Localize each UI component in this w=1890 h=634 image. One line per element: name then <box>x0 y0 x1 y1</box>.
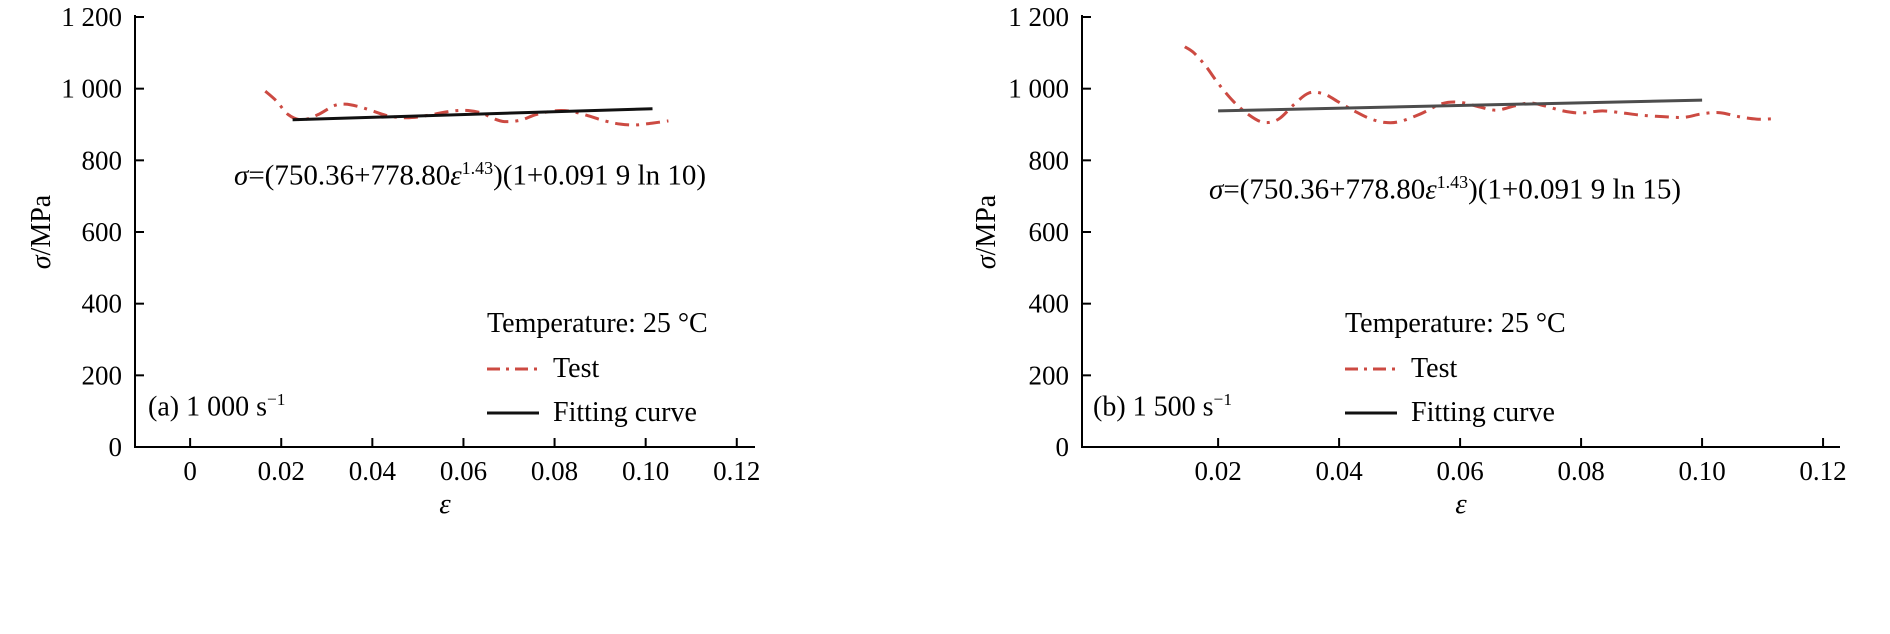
y-tick-label: 600 <box>1029 217 1070 247</box>
equation-tail: )(1+0.091 9 ln 15) <box>1468 173 1681 206</box>
legend-temperature: Temperature: 25 °C <box>487 308 708 339</box>
chart-b-plot: 0 200 400 600 800 1 000 1 200 0.02 0.04 0.06 0.08 0… <box>1008 2 1846 486</box>
equation-body: =(750.36+778.80 <box>248 159 451 192</box>
test-line-sample-icon <box>487 365 539 373</box>
panel-label-text: (b) 1 500 s <box>1093 391 1214 423</box>
legend-b: Temperature: 25 °C Test Fitting curve <box>1345 308 1566 440</box>
legend-label-test: Test <box>553 353 600 384</box>
sigma-symbol: σ <box>971 255 1002 270</box>
x-tick-label: 0.10 <box>1678 456 1725 486</box>
x-tick-label: 0 <box>183 456 197 486</box>
fitting-line-sample-icon <box>1345 409 1397 417</box>
y-axis-unit: /MPa <box>26 194 57 256</box>
fit-equation: σ=(750.36+778.80ε1.43)(1+0.091 9 ln 15) <box>1209 172 1681 207</box>
equation-exponent: 1.43 <box>461 158 494 178</box>
legend-row-fitting: Fitting curve <box>487 396 708 430</box>
x-tick-label: 0.08 <box>531 456 578 486</box>
panel-label-b: (b) 1 500 s−1 <box>1093 390 1232 423</box>
y-tick-label: 200 <box>1029 360 1070 390</box>
legend-row-fitting: Fitting curve <box>1345 396 1566 430</box>
y-tick-label: 800 <box>1029 145 1070 175</box>
y-tick-label: 800 <box>82 145 123 175</box>
series-fitting-curve <box>292 107 653 122</box>
equation-sigma: σ <box>234 159 249 192</box>
panel-label-text: (a) 1 000 s <box>148 391 267 423</box>
y-tick-label: 1 200 <box>61 2 122 32</box>
fitting-line-sample-icon <box>487 409 539 417</box>
legend-row-test: Test <box>1345 352 1566 386</box>
y-tick-label: 1 000 <box>1008 74 1069 104</box>
x-axis-label: ε <box>1455 488 1467 520</box>
y-tick-label: 1 200 <box>1008 2 1069 32</box>
legend-temperature: Temperature: 25 °C <box>1345 308 1566 339</box>
equation-epsilon: ε <box>1425 173 1437 206</box>
legend-row-test: Test <box>487 352 708 386</box>
x-tick-label: 0.10 <box>622 456 669 486</box>
y-axis-label: σ/MPa <box>26 195 58 270</box>
series-test <box>264 90 669 127</box>
legend-a: Temperature: 25 °C Test Fitting curve <box>487 308 708 440</box>
series-test <box>1183 45 1772 125</box>
x-axis-label: ε <box>439 488 451 520</box>
x-tick-label: 0.12 <box>713 456 760 486</box>
x-tick-label: 0.04 <box>1315 456 1363 486</box>
x-tick-label: 0.12 <box>1799 456 1846 486</box>
x-tick-label: 0.02 <box>258 456 305 486</box>
legend-label-test: Test <box>1411 353 1458 384</box>
panel-label-a: (a) 1 000 s−1 <box>148 390 285 423</box>
x-tick-label: 0.04 <box>349 456 397 486</box>
fit-equation: σ=(750.36+778.80ε1.43)(1+0.091 9 ln 10) <box>234 158 706 193</box>
chart-panel-a: 0 200 400 600 800 1 000 1 200 0 0.02 0.04 0.06 0.08… <box>26 2 760 520</box>
series-fitting-curve <box>1218 98 1703 113</box>
y-tick-label: 1 000 <box>61 74 122 104</box>
equation-epsilon: ε <box>450 159 462 192</box>
y-axis-label: σ/MPa <box>971 195 1003 270</box>
y-tick-label: 400 <box>1029 289 1070 319</box>
panel-label-exponent: −1 <box>1213 390 1233 409</box>
y-tick-label: 0 <box>109 432 123 462</box>
equation-tail: )(1+0.091 9 ln 10) <box>493 159 706 192</box>
equation-sigma: σ <box>1209 173 1224 206</box>
panel-label-exponent: −1 <box>266 390 286 409</box>
x-tick-label: 0.06 <box>440 456 487 486</box>
equation-exponent: 1.43 <box>1436 172 1469 192</box>
test-line-sample-icon <box>1345 365 1397 373</box>
x-tick-label: 0.06 <box>1436 456 1483 486</box>
legend-label-fitting: Fitting curve <box>1411 397 1555 428</box>
y-tick-label: 600 <box>82 217 123 247</box>
sigma-symbol: σ <box>26 255 57 270</box>
x-tick-label: 0.02 <box>1194 456 1241 486</box>
y-tick-label: 400 <box>82 289 123 319</box>
y-tick-label: 200 <box>82 360 123 390</box>
legend-label-fitting: Fitting curve <box>553 397 697 428</box>
y-axis-unit: /MPa <box>971 194 1002 256</box>
equation-body: =(750.36+778.80 <box>1223 173 1426 206</box>
y-tick-label: 0 <box>1056 432 1070 462</box>
x-tick-label: 0.08 <box>1557 456 1604 486</box>
chart-panel-b: 0 200 400 600 800 1 000 1 200 0.02 0.04 0.06 0.08 0… <box>945 0 1890 634</box>
chart-a-plot: 0 200 400 600 800 1 000 1 200 0 0.02 0.04 0.06 0.08… <box>61 2 760 486</box>
